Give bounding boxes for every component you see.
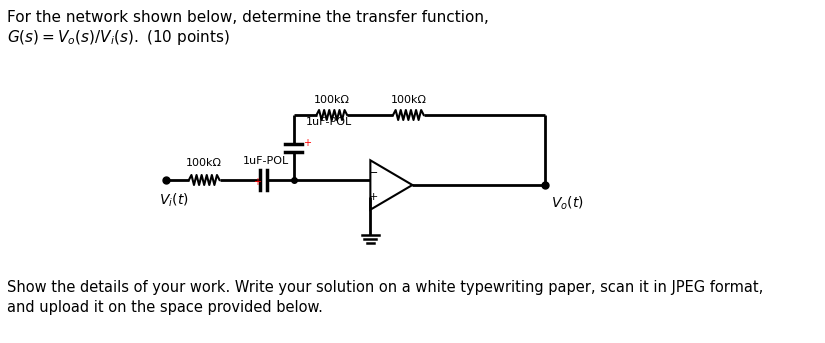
Text: +: + (369, 192, 379, 202)
Text: 100kΩ: 100kΩ (390, 95, 427, 105)
Text: For the network shown below, determine the transfer function,: For the network shown below, determine t… (7, 10, 488, 25)
Text: and upload it on the space provided below.: and upload it on the space provided belo… (7, 300, 323, 315)
Text: −: − (369, 168, 379, 178)
Text: 100kΩ: 100kΩ (314, 95, 350, 105)
Text: 1uF-POL: 1uF-POL (305, 117, 351, 127)
Text: 1uF-POL: 1uF-POL (243, 156, 289, 166)
Text: 100kΩ: 100kΩ (186, 158, 222, 168)
Text: $G(s) = V_o(s)/V_i(s).$ $(10\ \mathrm{points})$: $G(s) = V_o(s)/V_i(s).$ $(10\ \mathrm{po… (7, 28, 229, 47)
Text: Show the details of your work. Write your solution on a white typewriting paper,: Show the details of your work. Write you… (7, 280, 763, 295)
Text: $V_o(t)$: $V_o(t)$ (551, 195, 584, 212)
Text: +: + (253, 177, 261, 187)
Text: +: + (303, 138, 311, 147)
Text: $V_i(t)$: $V_i(t)$ (159, 192, 189, 209)
